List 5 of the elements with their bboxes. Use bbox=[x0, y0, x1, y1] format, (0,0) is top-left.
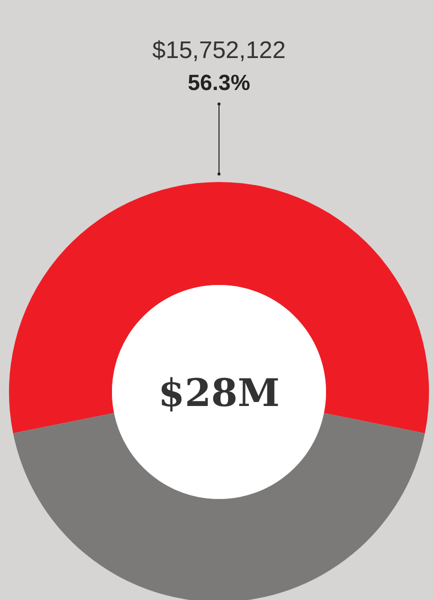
data-label: 56.3% bbox=[188, 70, 250, 95]
donut-slice bbox=[13, 413, 425, 600]
text: $28M bbox=[158, 370, 280, 415]
text: $15,752,122 bbox=[152, 37, 286, 64]
donut-slice bbox=[9, 182, 429, 434]
